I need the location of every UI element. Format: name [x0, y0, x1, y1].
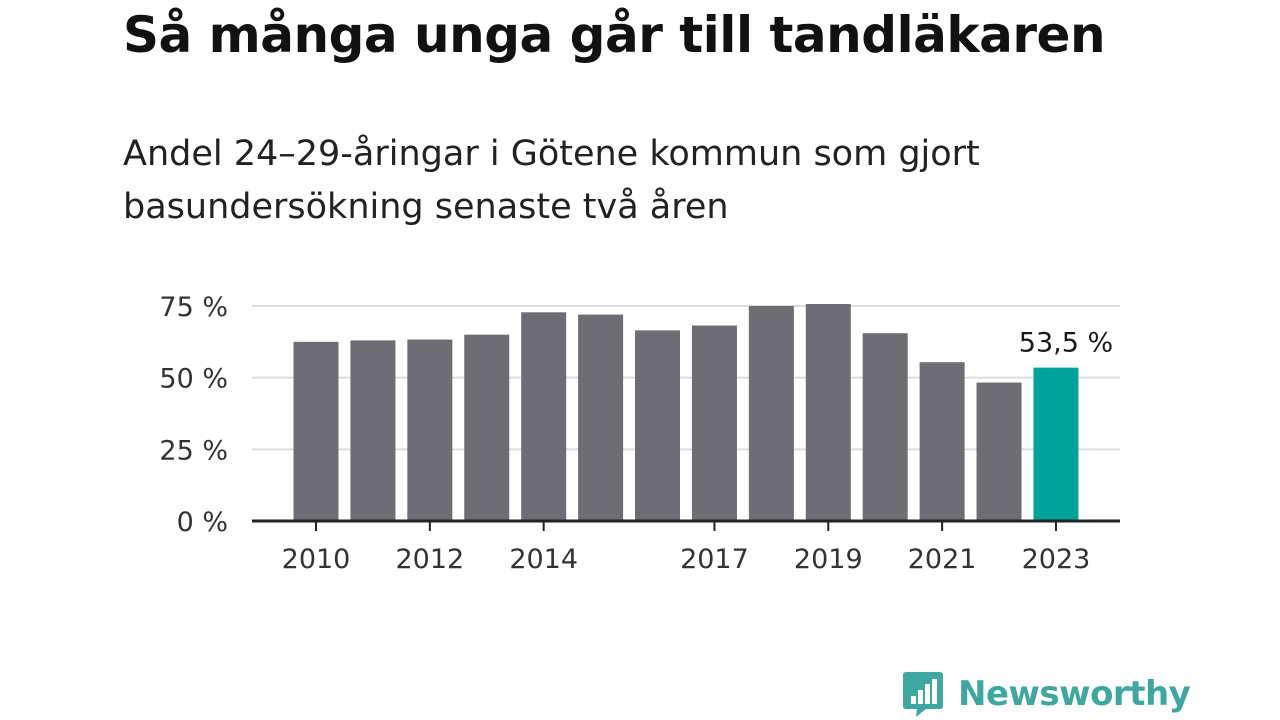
newsworthy-logo: Newsworthy: [902, 670, 1191, 718]
bar: [635, 330, 681, 521]
bar: [919, 362, 965, 521]
x-tick-label: 2023: [1022, 544, 1091, 575]
y-tick-label: 25 %: [159, 435, 228, 466]
x-tick-label: 2019: [794, 544, 863, 575]
bar: [350, 340, 396, 521]
bar: [805, 303, 851, 521]
y-tick-label: 75 %: [159, 292, 228, 323]
bar: [691, 325, 737, 521]
bar: [293, 341, 339, 521]
x-tick-label: 2014: [509, 544, 578, 575]
y-tick-label: 50 %: [159, 364, 228, 395]
bar: [1033, 367, 1079, 521]
x-tick-label: 2021: [908, 544, 977, 575]
bar: [521, 312, 567, 521]
bar: [862, 333, 908, 521]
y-tick-label: 0 %: [177, 507, 228, 538]
chart-title: Så många unga går till tandläkaren: [123, 6, 1106, 64]
data-label: 53,5 %: [1019, 328, 1113, 359]
brand-name: Newsworthy: [958, 674, 1191, 714]
x-tick-label: 2017: [680, 544, 749, 575]
bar: [748, 306, 794, 521]
bar: [407, 339, 453, 521]
bar: [976, 382, 1022, 521]
x-tick-label: 2010: [282, 544, 351, 575]
bar: [578, 314, 624, 521]
newsworthy-logo-icon: [903, 672, 943, 717]
bar: [464, 334, 510, 521]
chart-subtitle: Andel 24–29-åringar i Götene kommun som …: [123, 134, 980, 227]
x-tick-label: 2012: [395, 544, 464, 575]
